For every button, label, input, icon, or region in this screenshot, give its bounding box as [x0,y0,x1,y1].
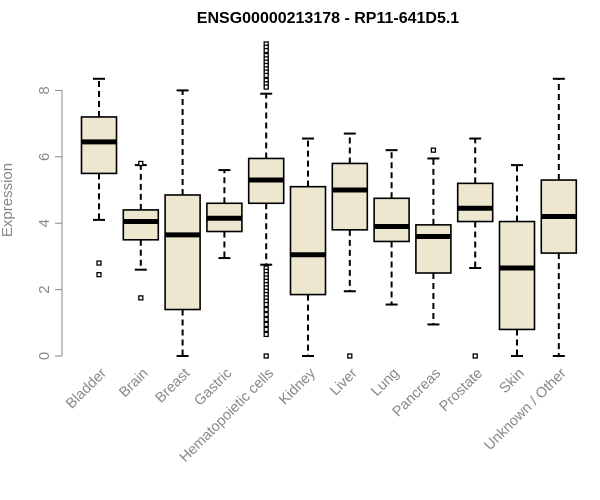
chart-title: ENSG00000213178 - RP11-641D5.1 [197,10,460,27]
boxes-layer [80,41,578,359]
outlier-point [347,353,353,359]
y-tick-label: 2 [36,285,53,293]
outlier-point [263,47,269,54]
outlier-point [263,321,269,328]
outlier-point [263,301,269,308]
y-tick-label: 8 [36,86,53,94]
box-group-11 [540,77,578,357]
iqr-box [373,197,410,243]
iqr-box [498,220,536,331]
outlier-point [138,295,144,301]
iqr-box [164,194,201,311]
box-group-4 [247,41,285,359]
y-tick-label: 6 [36,153,53,161]
outlier-point [96,272,102,278]
iqr-box [415,224,452,274]
x-tick-label: Liver [327,365,361,399]
y-tick-label: 4 [36,219,53,227]
iqr-box [289,185,327,296]
x-tick-label: Prostate [437,366,486,415]
outlier-point [263,311,269,318]
box-group-3 [206,169,243,260]
x-tick-label: Breast [152,366,193,407]
outlier-point [263,84,269,90]
box-group-7 [373,149,410,306]
outlier-point [430,147,437,153]
outlier-point [138,160,144,167]
outlier-point [263,306,269,313]
outlier-point [263,353,269,359]
x-tick-label: Kidney [276,365,319,408]
box-group-0 [80,77,118,278]
box-group-5 [289,137,327,357]
outlier-point [263,326,269,333]
box-group-9 [456,137,494,359]
iqr-box [80,116,118,175]
box-group-10 [498,164,536,357]
outlier-point [263,316,269,323]
outlier-point [263,331,269,338]
iqr-box [331,162,369,231]
x-tick-label: Skin [497,366,528,397]
iqr-box [456,182,494,223]
y-tick-label: 0 [36,352,53,360]
outlier-point [263,72,269,79]
outlier-point [472,353,478,359]
x-tick-label: Lung [368,366,402,400]
iqr-box [122,209,160,241]
y-axis-label: Expression [0,163,16,237]
x-tick-label: Brain [116,366,151,401]
y-axis: 0 2 4 6 8 [36,86,63,360]
box-group-2 [164,89,201,357]
outlier-point [96,260,102,266]
box-group-6 [331,132,369,359]
box-group-8 [415,147,452,326]
x-tick-label: Bladder [63,365,110,412]
box-group-1 [122,160,160,301]
